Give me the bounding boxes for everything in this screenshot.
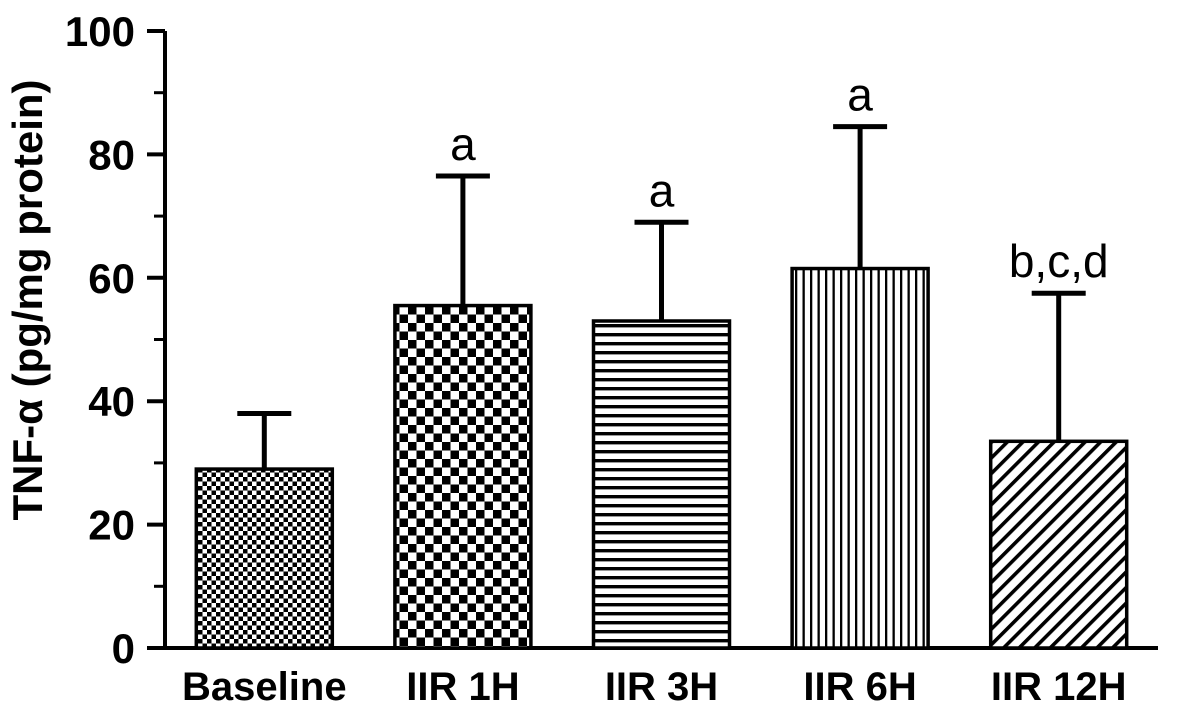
y-tick-label-40: 40	[88, 378, 135, 425]
x-label-iir-1h: IIR 1H	[406, 665, 519, 709]
bar-baseline	[194, 467, 335, 650]
bar-iir-12h	[988, 439, 1129, 650]
y-tick-label-20: 20	[88, 502, 135, 549]
y-tick-label-60: 60	[88, 255, 135, 302]
annotation-iir-6h: a	[847, 69, 873, 121]
annotation-iir-3h: a	[649, 164, 675, 216]
x-label-baseline: Baseline	[182, 665, 347, 709]
bar-iir-6h	[790, 266, 930, 650]
y-tick-label-100: 100	[65, 8, 135, 55]
x-label-iir-6h: IIR 6H	[803, 665, 916, 709]
y-tick-label-0: 0	[112, 625, 135, 672]
y-tick-label-80: 80	[88, 131, 135, 178]
x-label-iir-12h: IIR 12H	[991, 665, 1127, 709]
bar-iir-1h	[393, 303, 533, 650]
annotation-iir-1h: a	[450, 118, 476, 170]
x-label-iir-3h: IIR 3H	[605, 665, 718, 709]
y-axis-title: TNF-α (pg/mg protein)	[4, 79, 51, 520]
bar-iir-3h	[591, 319, 732, 650]
annotation-iir-12h: b,c,d	[1009, 235, 1109, 287]
